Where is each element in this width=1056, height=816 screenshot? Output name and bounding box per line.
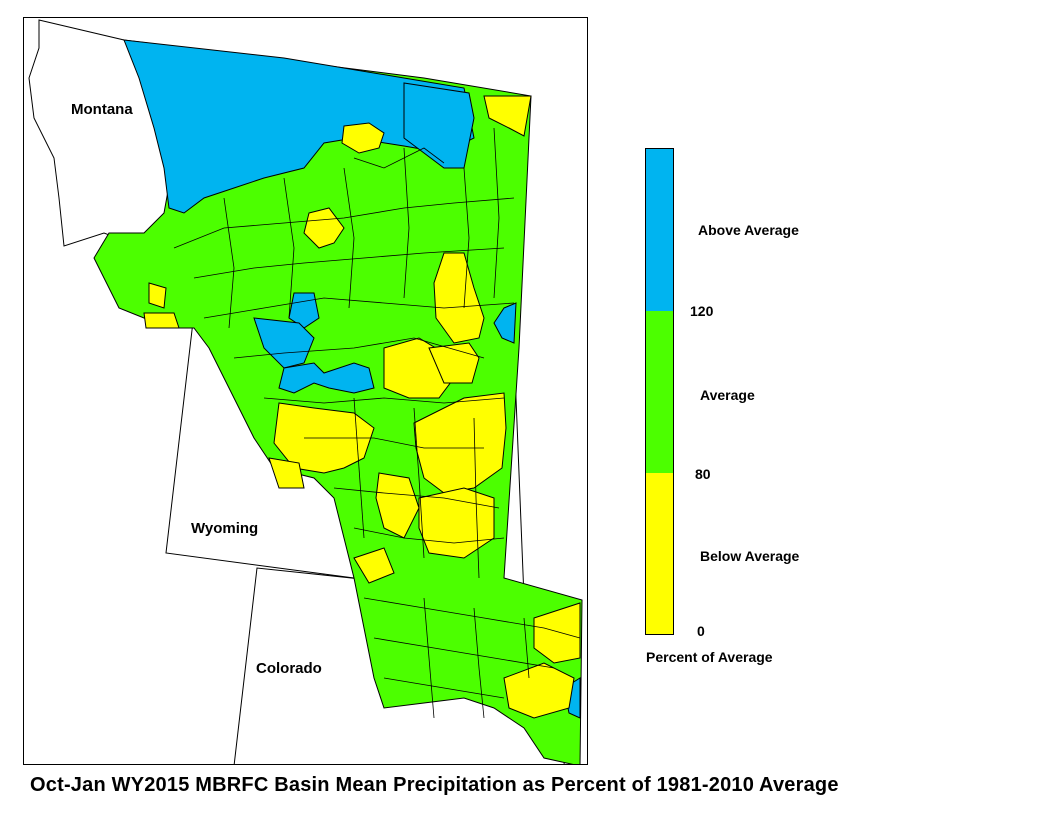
basin-region-above [253,317,315,369]
basin-region-above [403,82,475,169]
legend-swatch-above [646,149,673,312]
legend-break-120: 120 [690,303,714,319]
basin-boundaries [173,127,581,719]
basin-region-above [288,292,320,329]
basin-region-below [148,282,167,309]
legend-label-below: Below Average [700,548,800,564]
basin-region-below [503,662,575,719]
legend-label-above: Above Average [698,222,799,238]
legend-swatch-below [646,473,673,634]
basin-region-below [303,207,345,249]
state-label-wyoming: Wyoming [191,520,259,537]
map-frame: Montana Wyoming Colorado [23,17,588,765]
basin-region-below [341,122,385,154]
legend-break-0: 0 [697,623,705,639]
state-label-montana: Montana [71,101,133,118]
legend-caption: Percent of Average [646,649,773,665]
basin-region-above [493,302,517,344]
basin-region-above [278,362,375,394]
state-label-colorado: Colorado [256,660,322,677]
legend-label-average: Average [700,387,755,403]
basin-region-below [533,602,581,664]
basin-region-below [143,312,180,329]
basin-region-below [413,392,507,494]
map-title: Oct-Jan WY2015 MBRFC Basin Mean Precipit… [30,774,839,796]
legend-break-80: 80 [695,466,711,482]
basin-region-below [483,95,532,137]
basin-region-below [353,547,395,584]
legend-color-bar [645,148,674,635]
basin-region-below [268,457,305,489]
basin-map [28,19,583,764]
legend-swatch-average [646,311,673,474]
basin-region-above [123,39,475,214]
